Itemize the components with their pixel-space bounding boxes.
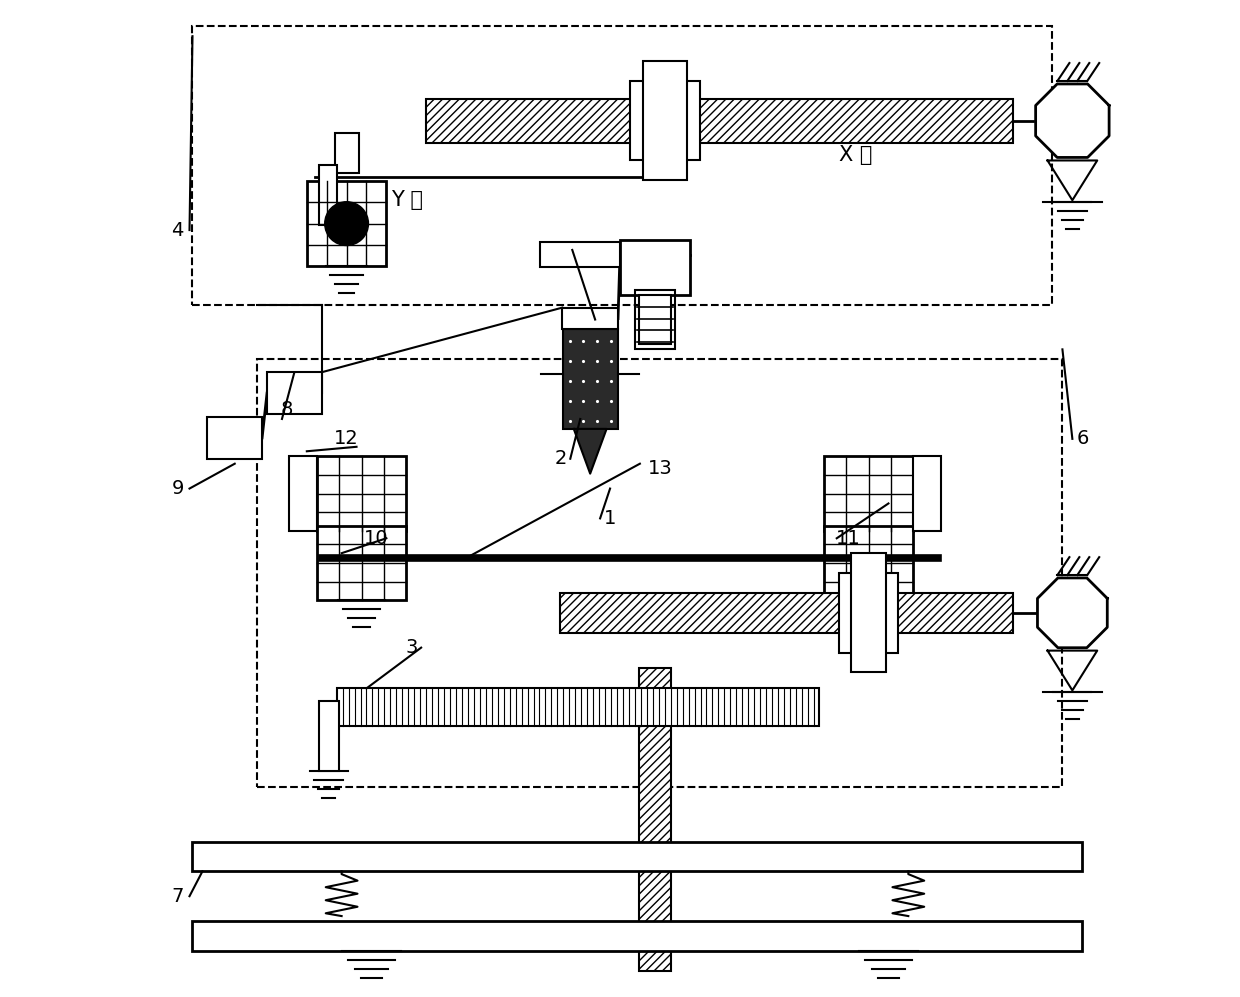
Bar	[838, 573, 899, 653]
Bar	[857, 600, 880, 670]
Bar	[207, 417, 262, 459]
Bar	[560, 593, 1013, 633]
Text: 8: 8	[280, 400, 293, 419]
Bar	[257, 359, 1063, 787]
Text: 7: 7	[171, 886, 184, 905]
Bar	[316, 525, 407, 600]
Text: 1: 1	[604, 508, 616, 527]
Bar	[427, 99, 1013, 143]
Bar	[192, 841, 1083, 871]
Bar	[823, 457, 914, 530]
Bar	[541, 242, 620, 267]
Bar	[620, 240, 689, 295]
Text: X 轴: X 轴	[838, 146, 872, 166]
Bar	[642, 61, 687, 180]
Text: 12: 12	[335, 430, 358, 449]
Text: 9: 9	[171, 479, 184, 498]
Bar	[316, 457, 407, 530]
Bar	[289, 457, 316, 530]
Polygon shape	[1038, 578, 1107, 648]
Bar	[823, 525, 914, 600]
Text: 2: 2	[554, 450, 567, 469]
Bar	[267, 372, 321, 414]
Bar	[319, 166, 336, 225]
Bar	[336, 688, 818, 726]
Polygon shape	[574, 429, 606, 474]
Bar	[635, 290, 675, 349]
Text: 4: 4	[171, 220, 184, 239]
Bar	[639, 668, 671, 971]
Bar	[562, 308, 618, 329]
Bar	[192, 26, 1053, 305]
Bar	[192, 921, 1083, 951]
Text: Y 轴: Y 轴	[392, 190, 423, 210]
Text: 6: 6	[1076, 430, 1089, 449]
Text: 10: 10	[365, 528, 388, 547]
Text: Z 轴: Z 轴	[655, 255, 688, 275]
Text: 13: 13	[647, 460, 672, 479]
Text: 11: 11	[836, 528, 861, 547]
Text: 5: 5	[584, 310, 596, 329]
Bar	[335, 134, 358, 172]
Bar	[914, 457, 941, 530]
Polygon shape	[1035, 84, 1109, 158]
Bar	[563, 329, 618, 429]
Bar	[319, 701, 339, 771]
Text: 3: 3	[405, 638, 418, 657]
Bar	[630, 81, 699, 161]
Bar	[851, 553, 887, 673]
Bar	[639, 295, 671, 344]
Bar	[306, 181, 387, 266]
Circle shape	[325, 201, 368, 245]
